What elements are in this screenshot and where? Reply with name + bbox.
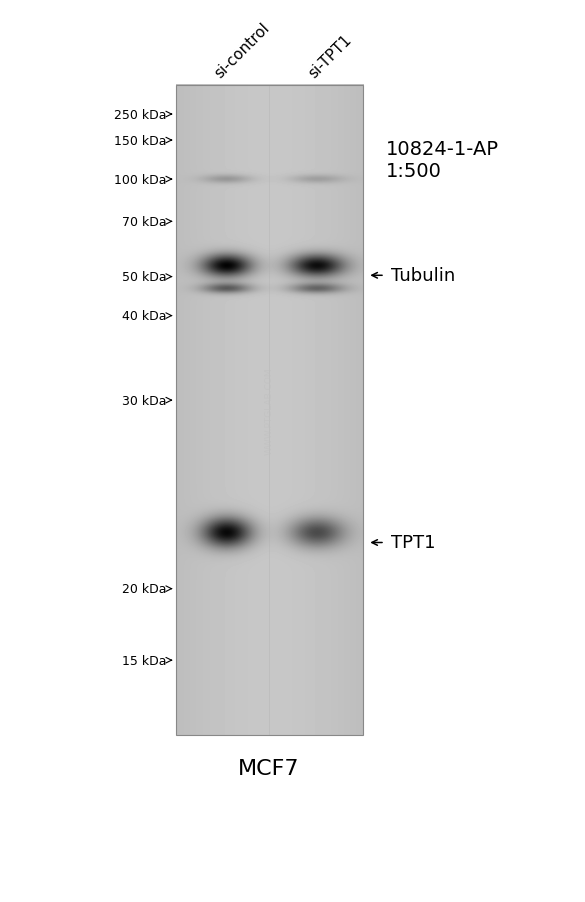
Text: 40 kDa: 40 kDa [122,309,167,323]
Text: 250 kDa: 250 kDa [114,108,167,122]
Text: MCF7: MCF7 [238,758,300,778]
Text: si-TPT1: si-TPT1 [305,32,354,81]
Text: 30 kDa: 30 kDa [122,394,167,407]
Text: 100 kDa: 100 kDa [114,173,167,187]
Text: 150 kDa: 150 kDa [114,134,167,147]
Text: 10824-1-AP
1:500: 10824-1-AP 1:500 [386,140,499,181]
Bar [176,86,363,735]
Text: Tubulin: Tubulin [391,267,455,285]
Text: 50 kDa: 50 kDa [122,271,167,284]
Text: 70 kDa: 70 kDa [122,216,167,228]
Text: 15 kDa: 15 kDa [122,654,167,667]
Text: TPT1: TPT1 [391,534,435,552]
Text: 20 kDa: 20 kDa [122,583,167,595]
Text: si-control: si-control [212,21,273,81]
Text: WWW.PTGLAB.COM: WWW.PTGLAB.COM [264,366,274,455]
